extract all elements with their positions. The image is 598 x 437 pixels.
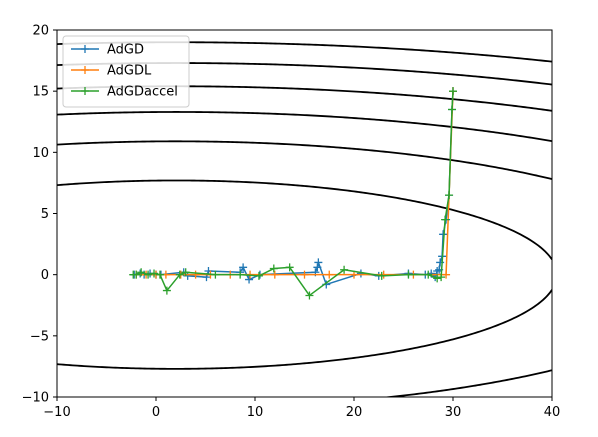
data-point (433, 266, 442, 275)
data-point (181, 268, 190, 277)
y-tick-label: 10 (32, 146, 49, 161)
contour-line (381, 369, 552, 397)
data-point (239, 263, 248, 272)
contour-line (57, 111, 552, 143)
legend-marker (81, 66, 89, 74)
axes: −10 0 10 20 30 40 −10 −5 0 5 10 15 20 (22, 24, 561, 421)
y-tick-label: 5 (41, 207, 49, 222)
data-point (404, 270, 413, 279)
data-point (314, 258, 323, 267)
data-point (441, 215, 450, 224)
data-point (325, 270, 334, 279)
data-point (445, 191, 454, 200)
x-tick-label: 0 (152, 405, 160, 420)
data-point (300, 270, 309, 279)
series-2 (129, 87, 457, 300)
data-point (162, 286, 171, 295)
data-point (285, 263, 294, 272)
x-tick-label: 20 (346, 405, 363, 420)
data-point (449, 87, 457, 96)
contour-line (57, 140, 552, 180)
data-point (448, 105, 457, 114)
data-point (377, 271, 386, 280)
y-tick-label: −10 (22, 391, 49, 406)
data-point (183, 271, 192, 280)
x-tick-label: −10 (43, 405, 70, 420)
data-point (313, 263, 322, 272)
y-tick-label: 15 (32, 85, 49, 100)
legend-marker (81, 45, 89, 53)
data-point (129, 270, 138, 279)
legend: AdGD AdGDL AdGDaccel (62, 35, 190, 108)
contour-line (57, 289, 552, 370)
x-tick-label: 10 (247, 405, 264, 420)
data-point (424, 270, 433, 279)
x-tick-label: 40 (544, 405, 561, 420)
y-tick-label: −5 (30, 329, 49, 344)
x-tick-label: 30 (445, 405, 462, 420)
data-point (245, 275, 254, 284)
data-point (442, 270, 451, 279)
series-layer (129, 87, 457, 300)
data-point (155, 270, 164, 279)
legend-box (62, 35, 190, 108)
data-point (211, 270, 220, 279)
data-point (439, 230, 448, 239)
y-tick-label: 0 (41, 268, 49, 283)
data-point (437, 273, 446, 282)
data-point (305, 291, 314, 300)
data-point (191, 270, 200, 279)
data-point (175, 270, 184, 279)
data-point (137, 268, 146, 277)
data-point (150, 269, 159, 278)
legend-label: AdGDaccel (107, 85, 178, 100)
data-point (269, 264, 278, 273)
legend-label: AdGDL (107, 64, 152, 79)
data-point (433, 274, 442, 283)
data-point (144, 270, 153, 279)
y-tick-label: 20 (32, 24, 49, 39)
legend-label: AdGD (107, 43, 144, 58)
data-point (340, 265, 349, 274)
data-point (270, 270, 279, 279)
contour-line (57, 179, 552, 261)
data-point (254, 271, 263, 280)
data-point (236, 270, 245, 279)
data-point (379, 270, 388, 279)
legend-marker (81, 87, 89, 95)
